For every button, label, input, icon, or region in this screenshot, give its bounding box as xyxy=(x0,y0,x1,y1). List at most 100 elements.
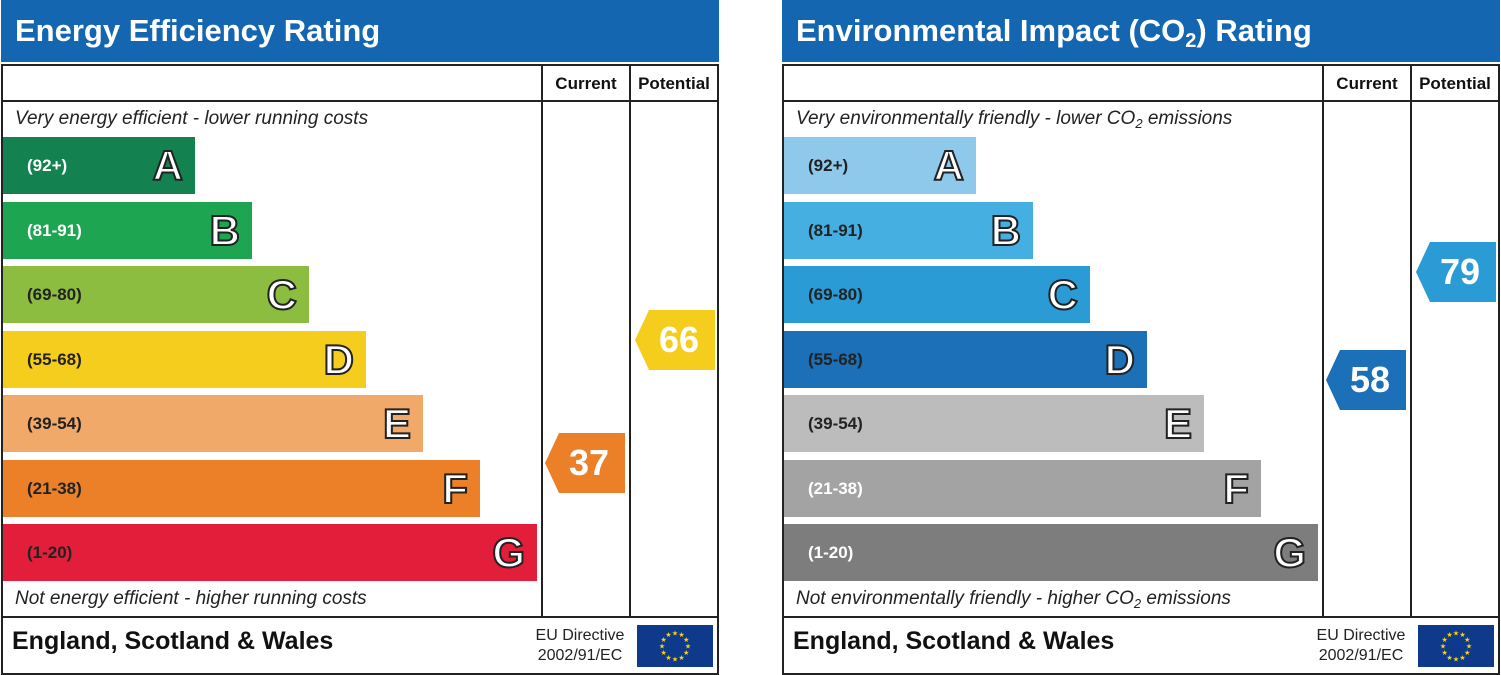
band-range-label: (1-20) xyxy=(27,543,73,562)
flag-star-icon: ★ xyxy=(1446,654,1452,662)
flag-star-icon: ★ xyxy=(672,656,678,664)
flag-star-icon: ★ xyxy=(1446,631,1452,639)
flag-star-icon: ★ xyxy=(661,636,667,644)
rating-band-e: (39-54) E xyxy=(784,395,1204,452)
eu-directive: EU Directive 2002/91/EC xyxy=(528,626,632,666)
flag-star-icon: ★ xyxy=(1442,636,1448,644)
potential-rating-arrow: 66 xyxy=(635,310,715,370)
chart-frame xyxy=(782,64,1500,675)
footer-divider xyxy=(782,616,1500,618)
eu-directive-line2: 2002/91/EC xyxy=(537,647,623,664)
flag-star-icon: ★ xyxy=(665,654,671,662)
flag-star-icon: ★ xyxy=(683,649,689,657)
band-range-label: (69-80) xyxy=(808,285,863,304)
flag-star-icon: ★ xyxy=(678,654,684,662)
band-range-label: (92+) xyxy=(27,156,68,175)
chart-title: Environmental Impact (CO2) Rating xyxy=(782,0,1500,62)
band-range-label: (39-54) xyxy=(808,414,863,433)
footer-divider xyxy=(1,616,719,618)
rating-band-e: (39-54) E xyxy=(3,395,423,452)
energy-efficiency-panel: Energy Efficiency Rating Current Potenti… xyxy=(1,0,719,675)
band-range-label: (81-91) xyxy=(27,221,82,240)
current-column-header: Current xyxy=(1336,74,1398,93)
column-divider xyxy=(541,64,543,617)
band-letter: B xyxy=(209,206,241,255)
eu-flag-icon: ★★★★★★★★★ ★ ★★ xyxy=(1418,625,1494,667)
eu-directive-line2: 2002/91/EC xyxy=(1318,647,1404,664)
top-note: Very energy efficient - lower running co… xyxy=(15,108,369,129)
flag-star-icon: ★ xyxy=(1466,643,1472,651)
flag-star-icon: ★ xyxy=(1453,656,1459,664)
rating-band-g: (1-20) G xyxy=(784,524,1318,581)
flag-star-icon: ★ xyxy=(661,649,667,657)
eu-directive-line1: EU Directive xyxy=(535,627,625,644)
eu-directive: EU Directive 2002/91/EC xyxy=(1309,626,1413,666)
rating-band-f: (21-38) F xyxy=(784,460,1261,517)
footer-region: England, Scotland & Wales xyxy=(12,627,334,655)
flag-star-icon: ★ xyxy=(1464,636,1470,644)
chart-title: Energy Efficiency Rating xyxy=(1,0,719,62)
column-divider xyxy=(629,64,631,617)
flag-star-icon: ★ xyxy=(665,631,671,639)
band-letter: E xyxy=(1163,399,1193,448)
current-column-header: Current xyxy=(555,74,617,93)
flag-star-icon: ★ xyxy=(1440,643,1446,651)
potential-rating-arrow: 79 xyxy=(1416,242,1496,302)
rating-band-c: (69-80) C xyxy=(3,266,309,323)
column-divider xyxy=(1410,64,1412,617)
current-rating-arrow: 58 xyxy=(1326,350,1406,410)
current-rating-arrow: 37 xyxy=(545,433,625,493)
band-letter: F xyxy=(441,464,469,513)
band-letter: C xyxy=(266,270,298,319)
band-range-label: (21-38) xyxy=(808,479,863,498)
flag-star-icon: ★ xyxy=(1464,649,1470,657)
rating-band-b: (81-91) B xyxy=(784,202,1033,259)
rating-band-d: (55-68) D xyxy=(784,331,1147,388)
band-letter: B xyxy=(990,206,1022,255)
band-letter: G xyxy=(491,528,526,577)
flag-star-icon: ★ xyxy=(672,630,678,638)
band-letter: D xyxy=(1104,335,1136,384)
rating-band-d: (55-68) D xyxy=(3,331,366,388)
flag-star-icon: ★ xyxy=(1453,630,1459,638)
header-divider xyxy=(1,100,719,102)
flag-star-icon: ★ xyxy=(678,631,684,639)
band-range-label: (21-38) xyxy=(27,479,82,498)
band-letter: D xyxy=(323,335,355,384)
rating-band-b: (81-91) B xyxy=(3,202,252,259)
band-letter: A xyxy=(933,141,965,190)
eu-directive-line1: EU Directive xyxy=(1316,627,1406,644)
bottom-note: Not environmentally friendly - higher CO… xyxy=(796,588,1231,611)
eu-flag-icon: ★★★★★★★★★ ★ ★★ xyxy=(637,625,713,667)
flag-star-icon: ★ xyxy=(685,643,691,651)
bottom-note: Not energy efficient - higher running co… xyxy=(15,588,367,609)
band-letter: C xyxy=(1047,270,1079,319)
band-range-label: (92+) xyxy=(808,156,849,175)
band-range-label: (39-54) xyxy=(27,414,82,433)
band-range-label: (81-91) xyxy=(808,221,863,240)
band-letter: G xyxy=(1272,528,1307,577)
rating-band-f: (21-38) F xyxy=(3,460,480,517)
top-note: Very environmentally friendly - lower CO… xyxy=(796,108,1233,131)
header-divider xyxy=(782,100,1500,102)
footer-region: England, Scotland & Wales xyxy=(793,627,1115,655)
flag-star-icon: ★ xyxy=(683,636,689,644)
band-letter: A xyxy=(152,141,184,190)
column-divider xyxy=(1322,64,1324,617)
rating-band-a: (92+) A xyxy=(784,137,976,194)
flag-star-icon: ★ xyxy=(1459,631,1465,639)
band-range-label: (55-68) xyxy=(27,350,82,369)
potential-column-header: Potential xyxy=(638,74,710,93)
rating-band-a: (92+) A xyxy=(3,137,195,194)
band-letter: F xyxy=(1222,464,1250,513)
chart-frame xyxy=(1,64,719,675)
rating-band-c: (69-80) C xyxy=(784,266,1090,323)
band-range-label: (1-20) xyxy=(808,543,854,562)
flag-star-icon: ★ xyxy=(1459,654,1465,662)
rating-band-g: (1-20) G xyxy=(3,524,537,581)
band-range-label: (55-68) xyxy=(808,350,863,369)
environmental-impact-panel: Environmental Impact (CO2) Rating Curren… xyxy=(782,0,1500,675)
flag-star-icon: ★ xyxy=(1442,649,1448,657)
potential-column-header: Potential xyxy=(1419,74,1491,93)
flag-star-icon: ★ xyxy=(659,643,665,651)
